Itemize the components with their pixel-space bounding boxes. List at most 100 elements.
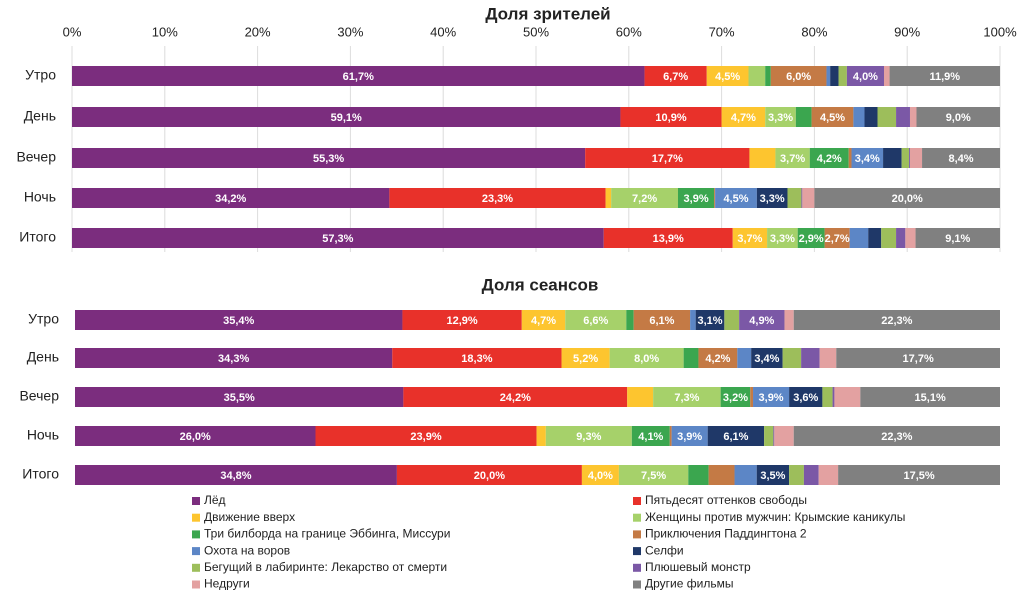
bar-segment bbox=[75, 426, 316, 446]
data-label: 4,7% bbox=[531, 315, 556, 327]
bar-segment bbox=[909, 148, 910, 168]
bar-segment bbox=[748, 66, 766, 86]
data-label: 2,9% bbox=[799, 233, 824, 245]
bar-segment bbox=[72, 228, 604, 248]
y-tick-label: Итого bbox=[22, 466, 59, 482]
data-label: 4,2% bbox=[705, 353, 730, 365]
bar-segment bbox=[793, 426, 1000, 446]
legend-label: Пятьдесят оттенков свободы bbox=[645, 493, 807, 507]
bar-segment bbox=[644, 66, 707, 86]
bar-segment bbox=[838, 465, 1000, 485]
bar-segment bbox=[884, 66, 890, 86]
bar-segment bbox=[403, 387, 628, 407]
data-label: 17,7% bbox=[652, 153, 683, 165]
legend-label: Селфи bbox=[645, 543, 684, 557]
bar-segment bbox=[765, 107, 796, 127]
chart-title: Доля сеансов bbox=[482, 275, 599, 294]
bar-segment bbox=[75, 465, 397, 485]
data-label: 4,5% bbox=[820, 112, 845, 124]
bar-segment bbox=[739, 310, 785, 330]
data-label: 17,5% bbox=[903, 470, 934, 482]
bar-segment bbox=[784, 310, 794, 330]
bar-segment bbox=[677, 188, 715, 208]
data-label: 23,9% bbox=[410, 431, 441, 443]
data-label: 9,3% bbox=[576, 431, 601, 443]
data-label: 12,9% bbox=[447, 315, 478, 327]
bar-segment bbox=[846, 66, 884, 86]
bar-segment bbox=[909, 148, 923, 168]
bar-segment bbox=[775, 148, 810, 168]
data-label: 9,0% bbox=[946, 112, 971, 124]
bar-segment bbox=[72, 148, 586, 168]
bar-segment bbox=[653, 387, 721, 407]
legend-label: Другие фильмы bbox=[645, 577, 733, 591]
x-tick-label: 100% bbox=[983, 24, 1017, 39]
bar-segment bbox=[787, 188, 802, 208]
bar-segment bbox=[896, 107, 910, 127]
data-label: 24,2% bbox=[500, 392, 531, 404]
bar-segment bbox=[315, 426, 537, 446]
data-label: 35,5% bbox=[224, 392, 255, 404]
bar-segment bbox=[698, 348, 738, 368]
data-label: 3,4% bbox=[855, 153, 880, 165]
bar-segment bbox=[803, 465, 819, 485]
bar-segment bbox=[770, 66, 827, 86]
legend-label: Три билборда на границе Эббинга, Миссури bbox=[204, 527, 450, 541]
y-tick-label: Ночь bbox=[24, 189, 56, 205]
bar-segment bbox=[737, 348, 752, 368]
data-label: 7,5% bbox=[641, 470, 666, 482]
legend-swatch bbox=[633, 530, 641, 539]
data-label: 17,7% bbox=[903, 353, 934, 365]
bar-segment bbox=[830, 66, 839, 86]
data-label: 3,4% bbox=[754, 353, 779, 365]
data-label: 6,0% bbox=[786, 71, 811, 83]
y-tick-label: Вечер bbox=[19, 388, 59, 404]
bar-segment bbox=[521, 310, 566, 330]
bar-segment bbox=[868, 228, 882, 248]
bar-segment bbox=[764, 426, 774, 446]
data-label: 15,1% bbox=[915, 392, 946, 404]
data-label: 7,3% bbox=[674, 392, 699, 404]
bar-segment bbox=[688, 465, 709, 485]
bar-segment bbox=[72, 66, 645, 86]
data-label: 22,3% bbox=[881, 431, 912, 443]
data-label: 4,0% bbox=[853, 71, 878, 83]
data-label: 6,1% bbox=[723, 431, 748, 443]
bar-segment bbox=[695, 310, 725, 330]
bar-segment bbox=[789, 465, 804, 485]
bar-segment bbox=[916, 107, 1000, 127]
data-label: 4,9% bbox=[749, 315, 774, 327]
x-tick-label: 70% bbox=[709, 24, 735, 39]
y-tick-label: Утро bbox=[28, 311, 59, 327]
bar-segment bbox=[864, 107, 878, 127]
data-label: 9,1% bbox=[945, 233, 970, 245]
bar-segment bbox=[751, 348, 783, 368]
bar-segment bbox=[789, 387, 823, 407]
legend-label: Бегущий в лабиринте: Лекарство от смерти bbox=[204, 560, 447, 574]
bar-segment bbox=[834, 387, 861, 407]
data-label: 3,2% bbox=[723, 392, 748, 404]
data-label: 3,9% bbox=[684, 193, 709, 205]
data-label: 3,7% bbox=[737, 233, 762, 245]
bar-segment bbox=[765, 66, 771, 86]
data-label: 4,7% bbox=[731, 112, 756, 124]
bar-segment bbox=[669, 426, 672, 446]
legend-swatch bbox=[192, 580, 200, 589]
bar-segment bbox=[75, 348, 393, 368]
bar-segment bbox=[734, 465, 757, 485]
data-label: 10,9% bbox=[655, 112, 686, 124]
y-tick-label: Ночь bbox=[27, 427, 59, 443]
bar-segment bbox=[822, 387, 833, 407]
data-label: 8,4% bbox=[948, 153, 973, 165]
bar-segment bbox=[849, 228, 869, 248]
data-label: 4,5% bbox=[723, 193, 748, 205]
bar-segment bbox=[706, 66, 749, 86]
data-label: 61,7% bbox=[343, 71, 374, 83]
data-label: 13,9% bbox=[653, 233, 684, 245]
x-tick-label: 30% bbox=[337, 24, 363, 39]
data-label: 3,3% bbox=[770, 233, 795, 245]
bar-segment bbox=[814, 188, 1000, 208]
bar-segment bbox=[818, 465, 839, 485]
bar-segment bbox=[909, 107, 917, 127]
